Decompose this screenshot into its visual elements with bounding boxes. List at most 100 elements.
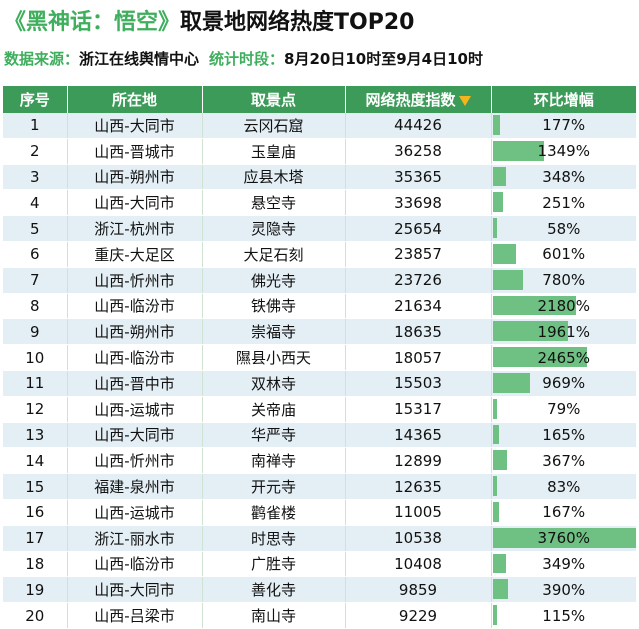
table-row: 11 山西-晋中市 双林寺 15503 969% — [3, 370, 636, 397]
table-row: 17 浙江-丽水市 时思寺 10538 3760% — [3, 525, 636, 552]
growth-cell: 79% — [491, 396, 636, 423]
location-cell: 山西-临汾市 — [67, 344, 203, 371]
location-cell: 山西-运城市 — [67, 396, 203, 423]
heat-cell: 18635 — [345, 318, 492, 346]
source-label: 数据来源： — [4, 50, 80, 68]
growth-bar — [492, 347, 587, 367]
table-row: 16 山西-运城市 鹳雀楼 11005 167% — [3, 499, 636, 526]
site-cell: 佛光寺 — [202, 267, 346, 294]
site-cell: 悬空寺 — [202, 189, 346, 217]
growth-bar — [492, 295, 576, 316]
growth-cell: 780% — [491, 267, 636, 294]
header-site: 取景点 — [202, 86, 346, 113]
growth-cell: 177% — [491, 113, 636, 139]
rank-cell: 5 — [3, 215, 68, 242]
growth-bar — [492, 243, 516, 264]
growth-cell: 390% — [491, 576, 636, 604]
table-header-row: 序号 所在地 取景点 网络热度指数 环比增幅 — [3, 86, 636, 113]
header-heat[interactable]: 网络热度指数 — [345, 86, 492, 113]
growth-value: 58% — [547, 219, 581, 238]
growth-bar — [492, 115, 500, 135]
location-cell: 山西-忻州市 — [67, 267, 203, 294]
growth-value: 167% — [542, 503, 586, 522]
growth-bar — [492, 527, 636, 548]
table-row: 15 福建-泉州市 开元寺 12635 83% — [3, 473, 636, 500]
location-cell: 山西-朔州市 — [67, 318, 203, 346]
table-row: 1 山西-大同市 云冈石窟 44426 177% — [3, 113, 636, 139]
location-cell: 山西-吕梁市 — [67, 602, 203, 629]
growth-cell: 2180% — [491, 293, 636, 320]
growth-cell: 3760% — [491, 525, 636, 552]
subtitle: 数据来源：浙江在线舆情中心 统计时段：8月20日10时至9月4日10时 — [4, 44, 493, 74]
ranking-table: 序号 所在地 取景点 网络热度指数 环比增幅 1 山西-大同市 云冈石窟 44426 1… — [3, 86, 636, 629]
growth-bar — [492, 450, 507, 471]
heat-cell: 15317 — [345, 396, 492, 423]
heat-cell: 23726 — [345, 267, 492, 294]
growth-cell: 601% — [491, 241, 636, 268]
growth-value: 349% — [542, 554, 586, 573]
growth-bar — [492, 579, 508, 600]
rank-cell: 6 — [3, 241, 68, 268]
rank-cell: 20 — [3, 602, 68, 629]
heat-cell: 36258 — [345, 138, 492, 165]
location-cell: 山西-大同市 — [67, 422, 203, 449]
growth-bar — [492, 218, 497, 238]
rank-cell: 4 — [3, 189, 68, 217]
heat-cell: 9859 — [345, 576, 492, 604]
title-main: 取景地网络热度TOP20 — [180, 10, 415, 35]
header-growth: 环比增幅 — [491, 86, 636, 113]
site-cell: 云冈石窟 — [202, 113, 346, 139]
heat-cell: 12635 — [345, 473, 492, 500]
location-cell: 山西-忻州市 — [67, 447, 203, 475]
location-cell: 山西-临汾市 — [67, 551, 203, 578]
location-cell: 重庆-大足区 — [67, 241, 203, 268]
growth-bar — [492, 398, 497, 419]
growth-bar — [492, 166, 506, 187]
heat-cell: 14365 — [345, 422, 492, 449]
site-cell: 崇福寺 — [202, 318, 346, 346]
growth-cell: 115% — [491, 602, 636, 629]
location-cell: 山西-朔州市 — [67, 164, 203, 191]
table-row: 13 山西-大同市 华严寺 14365 165% — [3, 422, 636, 449]
rank-cell: 12 — [3, 396, 68, 423]
site-cell: 隰县小西天 — [202, 344, 346, 371]
growth-cell: 83% — [491, 473, 636, 500]
heat-cell: 9229 — [345, 602, 492, 629]
rank-cell: 13 — [3, 422, 68, 449]
growth-value: 3760% — [537, 529, 590, 548]
heat-cell: 11005 — [345, 499, 492, 526]
growth-cell: 367% — [491, 447, 636, 475]
growth-value: 367% — [542, 451, 586, 470]
rank-cell: 17 — [3, 525, 68, 552]
growth-cell: 251% — [491, 189, 636, 217]
triangle-down-icon[interactable] — [458, 95, 471, 106]
growth-value: 1961% — [537, 322, 590, 341]
growth-bar — [492, 553, 506, 574]
heat-cell: 21634 — [345, 293, 492, 320]
growth-cell: 1349% — [491, 138, 636, 165]
growth-value: 390% — [542, 580, 586, 599]
heat-cell: 44426 — [345, 113, 492, 139]
growth-cell: 167% — [491, 499, 636, 526]
site-cell: 玉皇庙 — [202, 138, 346, 165]
growth-cell: 1961% — [491, 318, 636, 346]
location-cell: 山西-晋中市 — [67, 370, 203, 397]
source-value: 浙江在线舆情中心 — [79, 50, 200, 68]
rank-cell: 9 — [3, 318, 68, 346]
heat-cell: 23857 — [345, 241, 492, 268]
table-row: 2 山西-晋城市 玉皇庙 36258 1349% — [3, 138, 636, 165]
heat-cell: 33698 — [345, 189, 492, 217]
site-cell: 双林寺 — [202, 370, 346, 397]
site-cell: 灵隐寺 — [202, 215, 346, 242]
heat-cell: 10538 — [345, 525, 492, 552]
location-cell: 山西-大同市 — [67, 189, 203, 217]
rank-cell: 1 — [3, 113, 68, 139]
table-row: 10 山西-临汾市 隰县小西天 18057 2465% — [3, 344, 636, 371]
heat-cell: 25654 — [345, 215, 492, 242]
heat-cell: 18057 — [345, 344, 492, 371]
location-cell: 山西-临汾市 — [67, 293, 203, 320]
location-cell: 浙江-杭州市 — [67, 215, 203, 242]
rank-cell: 8 — [3, 293, 68, 320]
growth-cell: 58% — [491, 215, 636, 242]
page-title: 《黑神话：悟空》取景地网络热度TOP20 — [4, 3, 414, 43]
